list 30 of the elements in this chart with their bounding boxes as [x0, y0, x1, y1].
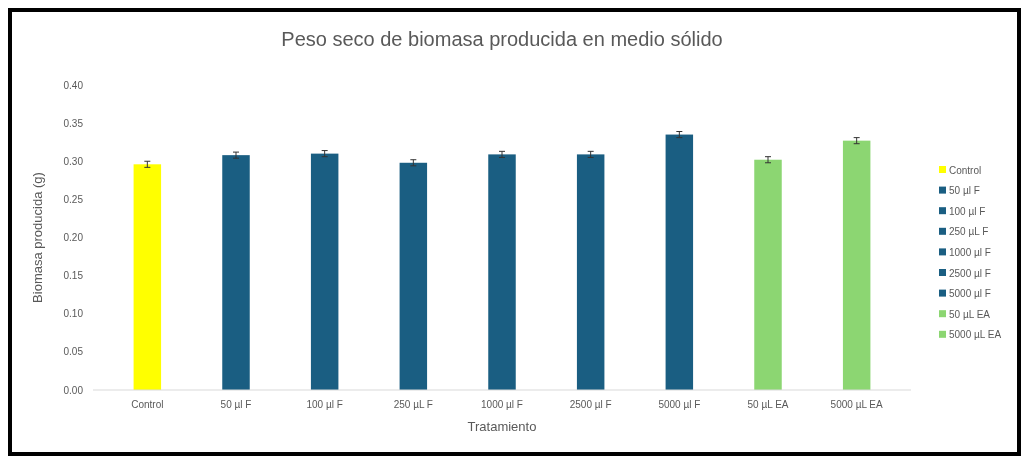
x-tick-label: Control — [131, 399, 164, 410]
x-axis-title: Tratamiento — [467, 419, 537, 434]
legend-label: 2500 µl F — [949, 267, 991, 279]
x-tick-label: 5000 µl F — [658, 399, 701, 410]
legend-label: 250 µL F — [949, 226, 989, 238]
x-tick-label: 1000 µl F — [481, 399, 523, 410]
legend-label: 1000 µl F — [949, 246, 991, 258]
legend-label: Control — [949, 164, 982, 176]
y-tick-label: 0.20 — [63, 232, 84, 243]
y-axis-title: Biomasa producida (g) — [30, 172, 45, 303]
chart-title: Peso seco de biomasa producida en medio sólido — [281, 28, 723, 50]
x-tick-label: 5000 µL EA — [830, 399, 884, 410]
y-tick-label: 0.15 — [63, 270, 84, 282]
y-tick-label: 0.10 — [63, 308, 84, 320]
x-tick-label: 50 µl F — [220, 399, 252, 410]
y-tick-label: 0.35 — [63, 117, 84, 129]
legend-label: 5000 µl F — [949, 288, 991, 300]
y-tick-label: 0.40 — [63, 79, 84, 91]
legend-label: 50 µl F — [949, 185, 980, 197]
legend-label: 5000 µL EA — [949, 329, 1002, 341]
x-tick-label: 50 µL EA — [747, 399, 789, 410]
legend-label: 50 µL EA — [949, 308, 991, 320]
y-tick-label: 0.25 — [63, 193, 84, 205]
x-tick-label: 2500 µl F — [569, 399, 612, 410]
y-tick-label: 0.05 — [63, 346, 84, 358]
legend-label: 100 µl F — [949, 205, 986, 217]
x-tick-label: 250 µL F — [393, 399, 433, 410]
x-tick-label: 100 µl F — [306, 399, 343, 410]
y-tick-label: 0.30 — [63, 155, 84, 167]
y-tick-label: 0.00 — [63, 384, 84, 396]
